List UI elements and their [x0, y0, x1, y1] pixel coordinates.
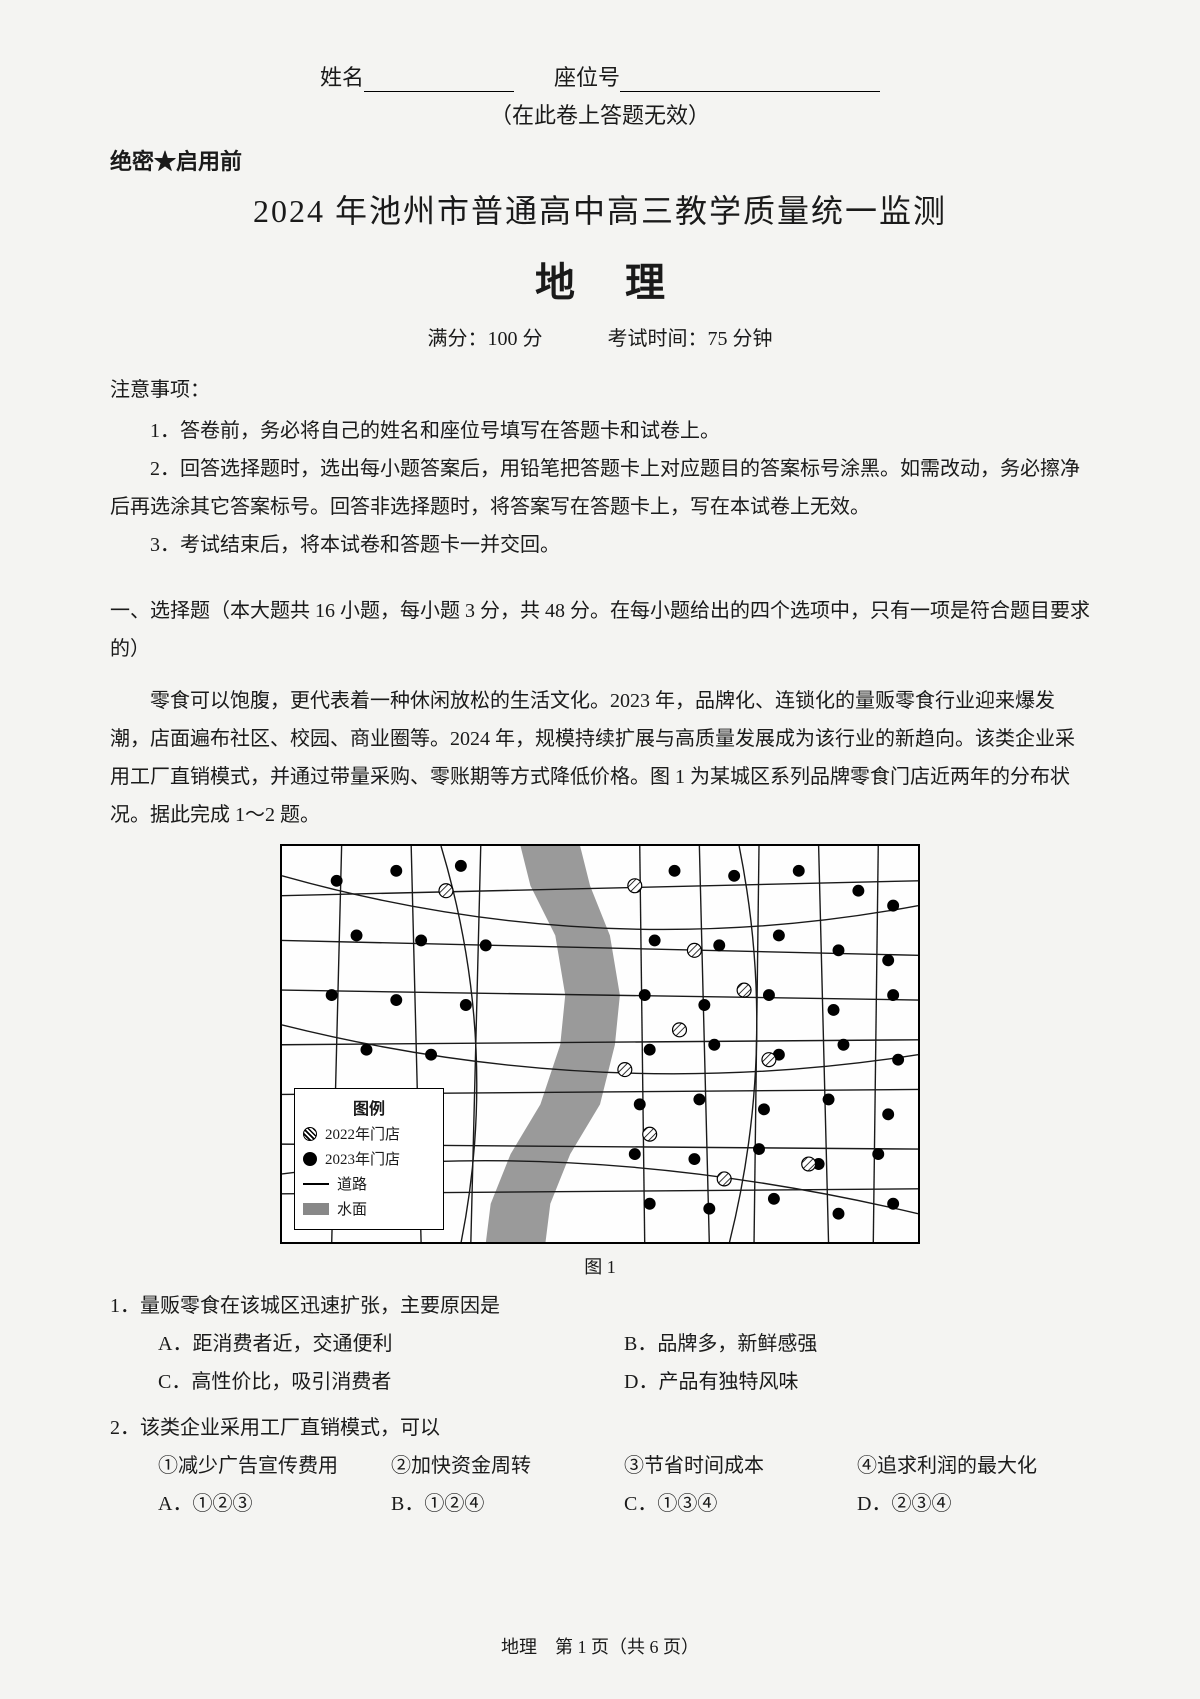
q2-stem: 2．该类企业采用工厂直销模式，可以	[110, 1409, 1090, 1447]
q1-opt-b[interactable]: B．品牌多，新鲜感强	[624, 1325, 1090, 1363]
legend-hatch-icon	[303, 1127, 317, 1141]
header-note: （在此卷上答题无效）	[110, 98, 1090, 130]
legend-title: 图例	[303, 1095, 435, 1119]
legend-water-icon	[303, 1203, 329, 1215]
secret-label: 绝密★启用前	[110, 144, 1090, 176]
q1-opt-d[interactable]: D．产品有独特风味	[624, 1363, 1090, 1401]
q2-stmt-1: ①减少广告宣传费用	[158, 1447, 391, 1485]
notice-title: 注意事项：	[110, 373, 1090, 402]
section1-title: 一、选择题（本大题共 16 小题，每小题 3 分，共 48 分。在每小题给出的四…	[110, 592, 1090, 668]
legend-line-icon	[303, 1183, 329, 1185]
q1-opt-a[interactable]: A．距消费者近，交通便利	[158, 1325, 624, 1363]
full-score: 满分：100 分	[428, 328, 543, 350]
legend-box: 图例 2022年门店 2023年门店 道路 水面	[294, 1088, 444, 1230]
legend-dot-icon	[303, 1152, 317, 1166]
q2-opt-d[interactable]: D．②③④	[857, 1485, 1090, 1523]
legend-row-2023: 2023年门店	[303, 1148, 435, 1169]
q1-stem: 1．量贩零食在该城区迅速扩张，主要原因是	[110, 1287, 1090, 1325]
q2-stmt-2: ②加快资金周转	[391, 1447, 624, 1485]
q2-stmt-4: ④追求利润的最大化	[857, 1447, 1090, 1485]
notice-item-3: 3．考试结束后，将本试卷和答题卡一并交回。	[110, 526, 1090, 564]
map-box: 图例 2022年门店 2023年门店 道路 水面	[280, 844, 920, 1244]
q2-options: A．①②③ B．①②④ C．①③④ D．②③④	[110, 1485, 1090, 1523]
notice-item-2: 2．回答选择题时，选出每小题答案后，用铅笔把答题卡上对应题目的答案标号涂黑。如需…	[110, 450, 1090, 526]
legend-row-water: 水面	[303, 1198, 435, 1219]
q2-statements: ①减少广告宣传费用 ②加快资金周转 ③节省时间成本 ④追求利润的最大化	[110, 1447, 1090, 1485]
notice-block: 注意事项： 1．答卷前，务必将自己的姓名和座位号填写在答题卡和试卷上。 2．回答…	[110, 373, 1090, 564]
score-time: 满分：100 分 考试时间：75 分钟	[110, 322, 1090, 351]
name-label: 姓名	[320, 65, 364, 90]
page-footer: 地理 第 1 页（共 6 页）	[0, 1633, 1200, 1659]
legend-row-road: 道路	[303, 1173, 435, 1194]
legend-label-2022: 2022年门店	[325, 1123, 400, 1144]
figure-1: 图例 2022年门店 2023年门店 道路 水面 图 1	[110, 844, 1090, 1279]
seat-label: 座位号	[554, 65, 620, 90]
exam-time: 考试时间：75 分钟	[608, 328, 773, 350]
legend-row-2022: 2022年门店	[303, 1123, 435, 1144]
figure-1-caption: 图 1	[110, 1253, 1090, 1279]
q2-opt-a[interactable]: A．①②③	[158, 1485, 391, 1523]
q2-stmt-3: ③节省时间成本	[624, 1447, 857, 1485]
passage-1: 零食可以饱腹，更代表着一种休闲放松的生活文化。2023 年，品牌化、连锁化的量贩…	[110, 682, 1090, 834]
notice-item-1: 1．答卷前，务必将自己的姓名和座位号填写在答题卡和试卷上。	[110, 412, 1090, 450]
exam-title: 2024 年池州市普通高中高三教学质量统一监测	[110, 186, 1090, 232]
q2-opt-b[interactable]: B．①②④	[391, 1485, 624, 1523]
subject-title: 地理	[110, 250, 1090, 308]
header-name-seat: 姓名 座位号	[110, 60, 1090, 92]
legend-label-road: 道路	[337, 1173, 367, 1194]
seat-blank[interactable]	[620, 70, 880, 92]
q1-opt-c[interactable]: C．高性价比，吸引消费者	[158, 1363, 624, 1401]
q1-options: A．距消费者近，交通便利 B．品牌多，新鲜感强 C．高性价比，吸引消费者 D．产…	[110, 1325, 1090, 1401]
legend-label-2023: 2023年门店	[325, 1148, 400, 1169]
legend-label-water: 水面	[337, 1198, 367, 1219]
q2-opt-c[interactable]: C．①③④	[624, 1485, 857, 1523]
name-blank[interactable]	[364, 70, 514, 92]
